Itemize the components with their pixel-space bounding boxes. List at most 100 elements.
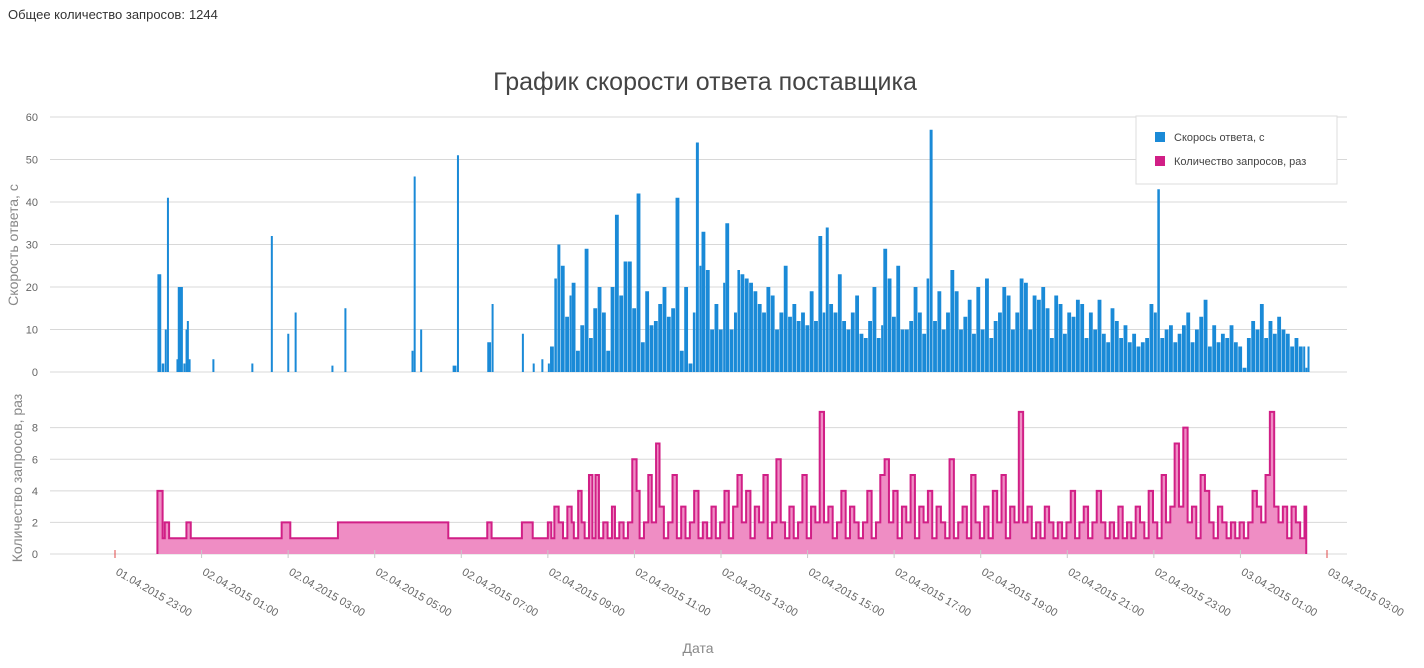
speed-bar (695, 142, 699, 372)
speed-bar (212, 359, 215, 372)
legend-swatch-speed (1155, 132, 1165, 142)
speed-bar (1045, 308, 1050, 372)
speed-bar (737, 270, 740, 372)
speed-bar (783, 265, 788, 372)
speed-bar (896, 265, 901, 372)
speed-bar (1058, 304, 1063, 372)
speed-bar (632, 308, 637, 372)
x-tick-label: 01.04.2015 23:00 (114, 566, 194, 619)
speed-bar (1140, 342, 1145, 372)
x-tick-label: 03.04.2015 03:00 (1326, 566, 1406, 619)
speed-bar (917, 312, 922, 372)
bottom-y-tick-label: 6 (32, 454, 38, 466)
speed-bar (1207, 346, 1212, 372)
speed-bar (985, 278, 989, 372)
speed-bar (649, 325, 654, 372)
speed-bar (183, 363, 186, 372)
speed-bar (976, 287, 981, 372)
speed-bar (757, 304, 762, 372)
speed-bar (1255, 329, 1260, 372)
speed-bar (1272, 333, 1277, 372)
speed-bar (452, 365, 457, 372)
bottom-y-tick-label: 4 (32, 486, 38, 498)
speed-bar (1093, 329, 1098, 372)
speed-bar (876, 338, 881, 372)
speed-bar (161, 363, 165, 372)
speed-bar (814, 321, 818, 372)
request-count-series (156, 410, 1308, 554)
speed-bar (1110, 308, 1115, 372)
speed-bar (1097, 299, 1102, 372)
speed-bar (725, 223, 730, 372)
speed-bar (575, 350, 580, 372)
speed-bar (1216, 342, 1221, 372)
speed-bar (1054, 295, 1059, 372)
speed-bar (331, 365, 334, 372)
x-axis-ticks: 01.04.2015 23:00 02.04.2015 01:00 02.04.20… (114, 550, 1406, 619)
speed-bar (1036, 299, 1041, 372)
speed-bar (1032, 295, 1037, 372)
speed-bar (1305, 367, 1308, 372)
speed-bar (569, 295, 572, 372)
legend: Скорось ответа, с Количество запросов, р… (1135, 115, 1338, 185)
speed-bar (294, 312, 297, 372)
x-tick-label: 02.04.2015 13:00 (720, 566, 800, 619)
speed-bar (1071, 316, 1076, 372)
bottom-y-tick-label: 8 (32, 423, 38, 435)
speed-bar (671, 308, 676, 372)
speed-bar (584, 248, 589, 372)
speed-bar (779, 312, 784, 372)
speed-bar (688, 363, 693, 372)
request-count-line (156, 410, 1308, 554)
speed-bar (701, 231, 706, 372)
speed-bar (1049, 338, 1054, 372)
speed-bar (1127, 342, 1132, 372)
speed-bar (270, 236, 273, 372)
speed-bar (1203, 299, 1208, 372)
speed-bar (521, 333, 524, 372)
speed-bar (1233, 342, 1238, 372)
speed-bar (1145, 338, 1150, 372)
speed-bar (619, 295, 624, 372)
speed-bar (809, 291, 814, 372)
speed-bar (645, 291, 650, 372)
speed-bar (1190, 342, 1195, 372)
speed-bar (1298, 346, 1303, 372)
x-tick-label: 02.04.2015 03:00 (287, 566, 367, 619)
legend-label-speed: Скорось ответа, с (1174, 132, 1265, 144)
speed-bar (900, 329, 905, 372)
speed-bar (825, 227, 829, 372)
speed-bar (610, 287, 615, 372)
speed-bar (1080, 304, 1085, 372)
speed-bar (597, 287, 602, 372)
speed-bar (946, 312, 950, 372)
speed-bar (1067, 312, 1072, 372)
total-requests-summary: Общее количество запросов: 1244 (8, 7, 222, 22)
speed-bar (837, 274, 842, 372)
speed-bar (1088, 312, 1093, 372)
speed-bar (967, 299, 972, 372)
speed-bar (1062, 333, 1067, 372)
speed-bar (705, 270, 710, 372)
top-y-tick-label: 50 (26, 155, 38, 167)
speed-bar (792, 304, 797, 372)
speed-bar (1169, 325, 1173, 372)
speed-bar (863, 338, 868, 372)
request-count-area (157, 411, 1307, 554)
x-tick-label: 02.04.2015 01:00 (200, 566, 280, 619)
speed-bar (993, 321, 998, 372)
top-y-tick-label: 30 (26, 240, 38, 252)
speed-bar (1084, 338, 1089, 372)
speed-bar (1251, 321, 1256, 372)
top-y-tick-label: 0 (32, 367, 38, 379)
speed-bar (1002, 287, 1007, 372)
speed-bar (744, 278, 749, 372)
speed-bar (933, 321, 937, 372)
speed-bar (1149, 304, 1154, 372)
speed-bar (796, 321, 801, 372)
speed-bar (818, 236, 823, 372)
speed-bar (1246, 338, 1251, 372)
speed-bar (872, 287, 877, 372)
speed-bar (1294, 338, 1299, 372)
